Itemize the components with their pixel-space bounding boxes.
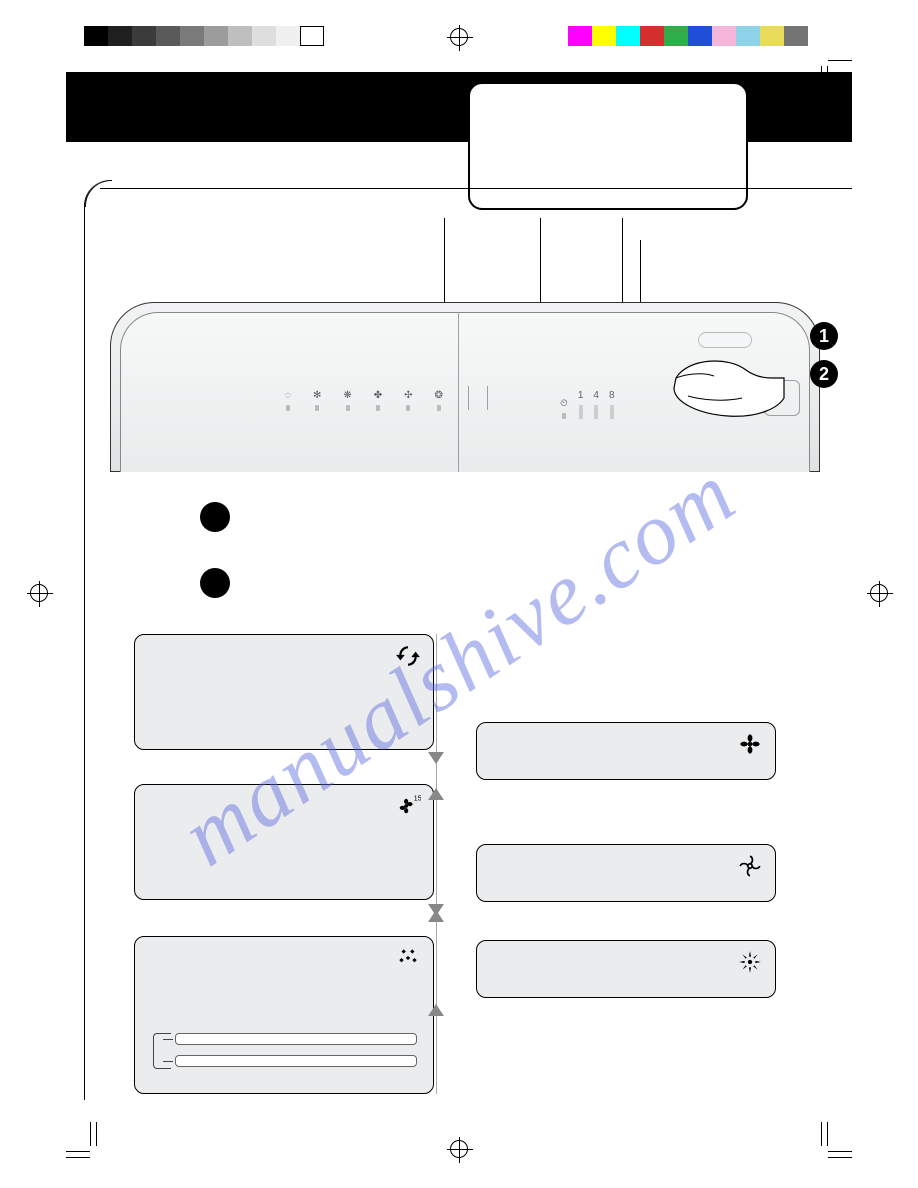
registration-mark-bottom (450, 1140, 468, 1158)
registration-mark-right (870, 584, 888, 602)
pollen-cycle-diagram (147, 1027, 421, 1079)
power-button-top[interactable] (698, 332, 752, 348)
up-arrow-3 (406, 1004, 466, 1016)
step-bullet-2 (200, 568, 230, 598)
callout-number-1: 1 (810, 322, 838, 350)
step-bullet-1 (200, 502, 230, 532)
mode-card-low (476, 940, 776, 998)
plasmacluster-logo-icon (764, 380, 800, 416)
mode-flow-line (436, 634, 437, 1094)
air-outlet-icon (468, 386, 488, 410)
crop-mark-br (816, 1122, 852, 1158)
pollen-mode-icon (395, 945, 421, 971)
color-calibration-bar (568, 26, 808, 46)
mode-card-max (476, 722, 776, 780)
fan-max-icon (737, 731, 763, 757)
auto-mode-icon (395, 643, 421, 669)
up-arrow-2 (406, 910, 466, 922)
timer-label-8: 8 (609, 390, 615, 401)
timer-label-4: 4 (593, 390, 599, 401)
power-mode-button[interactable] (680, 384, 744, 406)
up-arrow-1 (406, 788, 466, 800)
down-arrow-1 (406, 752, 466, 764)
registration-mark-left (30, 584, 48, 602)
mode-card-pollen (134, 936, 434, 1094)
crop-mark-bl (66, 1122, 102, 1158)
grayscale-calibration-bar (84, 26, 324, 46)
fan-low-icon (737, 949, 763, 975)
timer-label-1: 1 (578, 390, 584, 401)
mode-card-turbo: 15 (134, 784, 434, 900)
fan-med-icon (737, 853, 763, 879)
device-illustration: ◌ ✻ ❋ ✤ ✣ ❂ ⏲ 1 4 8 1 2 (110, 302, 820, 472)
timer-indicator-panel: ⏲ 1 4 8 (560, 390, 615, 419)
mode-card-auto (134, 634, 434, 750)
mode-card-med (476, 844, 776, 902)
registration-mark-top (450, 28, 468, 46)
callout-number-2-label: 2 (819, 364, 829, 385)
callout-number-2: 2 (810, 360, 838, 388)
mode-indicator-panel: ◌ ✻ ❋ ✤ ✣ ❂ (285, 390, 443, 411)
callout-number-1-label: 1 (819, 326, 829, 347)
